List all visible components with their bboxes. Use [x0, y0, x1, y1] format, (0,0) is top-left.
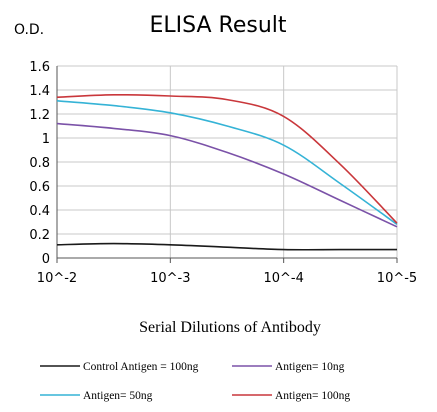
- y-tick-labels: 0 0.2 0.4 0.6 0.8 1 1.2 1.4 1.6: [29, 60, 50, 267]
- y-tick-label: 0.4: [29, 204, 50, 219]
- chart-title: ELISA Result: [149, 13, 286, 38]
- y-tick-label: 1.6: [29, 60, 50, 75]
- x-tick-label: 10^-5: [377, 271, 417, 286]
- y-tick-label: 0.8: [29, 156, 50, 171]
- legend-item: Antigen= 10ng: [232, 361, 345, 373]
- legend-item: Antigen= 100ng: [232, 390, 350, 402]
- y-tick-label: 0.6: [29, 180, 50, 195]
- y-tick-label: 0.2: [29, 228, 50, 243]
- legend-item: Control Antigen = 100ng: [40, 361, 199, 373]
- legend-item: Antigen= 50ng: [40, 390, 153, 402]
- series-line-1: [56, 242, 397, 251]
- series-line-4: [56, 93, 398, 224]
- legend: Control Antigen = 100ng Antigen= 10ng Anti…: [40, 361, 350, 402]
- legend-label: Antigen= 50ng: [83, 390, 153, 402]
- axes: [56, 66, 398, 263]
- legend-label: Antigen= 100ng: [275, 390, 350, 402]
- x-axis-label: Serial Dilutions of Antibody: [139, 319, 321, 336]
- x-tick-label: 10^-2: [37, 271, 77, 286]
- series-lines: [56, 93, 398, 251]
- y-tick-label: 1.2: [29, 108, 50, 123]
- series-line-2: [56, 122, 398, 228]
- series-line-3: [56, 100, 398, 226]
- y-tick-label: 1: [42, 132, 50, 147]
- x-tick-label: 10^-3: [150, 271, 190, 286]
- legend-label: Control Antigen = 100ng: [83, 361, 199, 373]
- y-axis-label: O.D.: [14, 22, 44, 38]
- legend-label: Antigen= 10ng: [275, 361, 345, 373]
- x-tick-label: 10^-4: [263, 271, 303, 286]
- x-tick-labels: 10^-2 10^-3 10^-4 10^-5: [37, 271, 417, 286]
- y-tick-label: 1.4: [29, 84, 50, 99]
- y-tick-label: 0: [42, 252, 50, 267]
